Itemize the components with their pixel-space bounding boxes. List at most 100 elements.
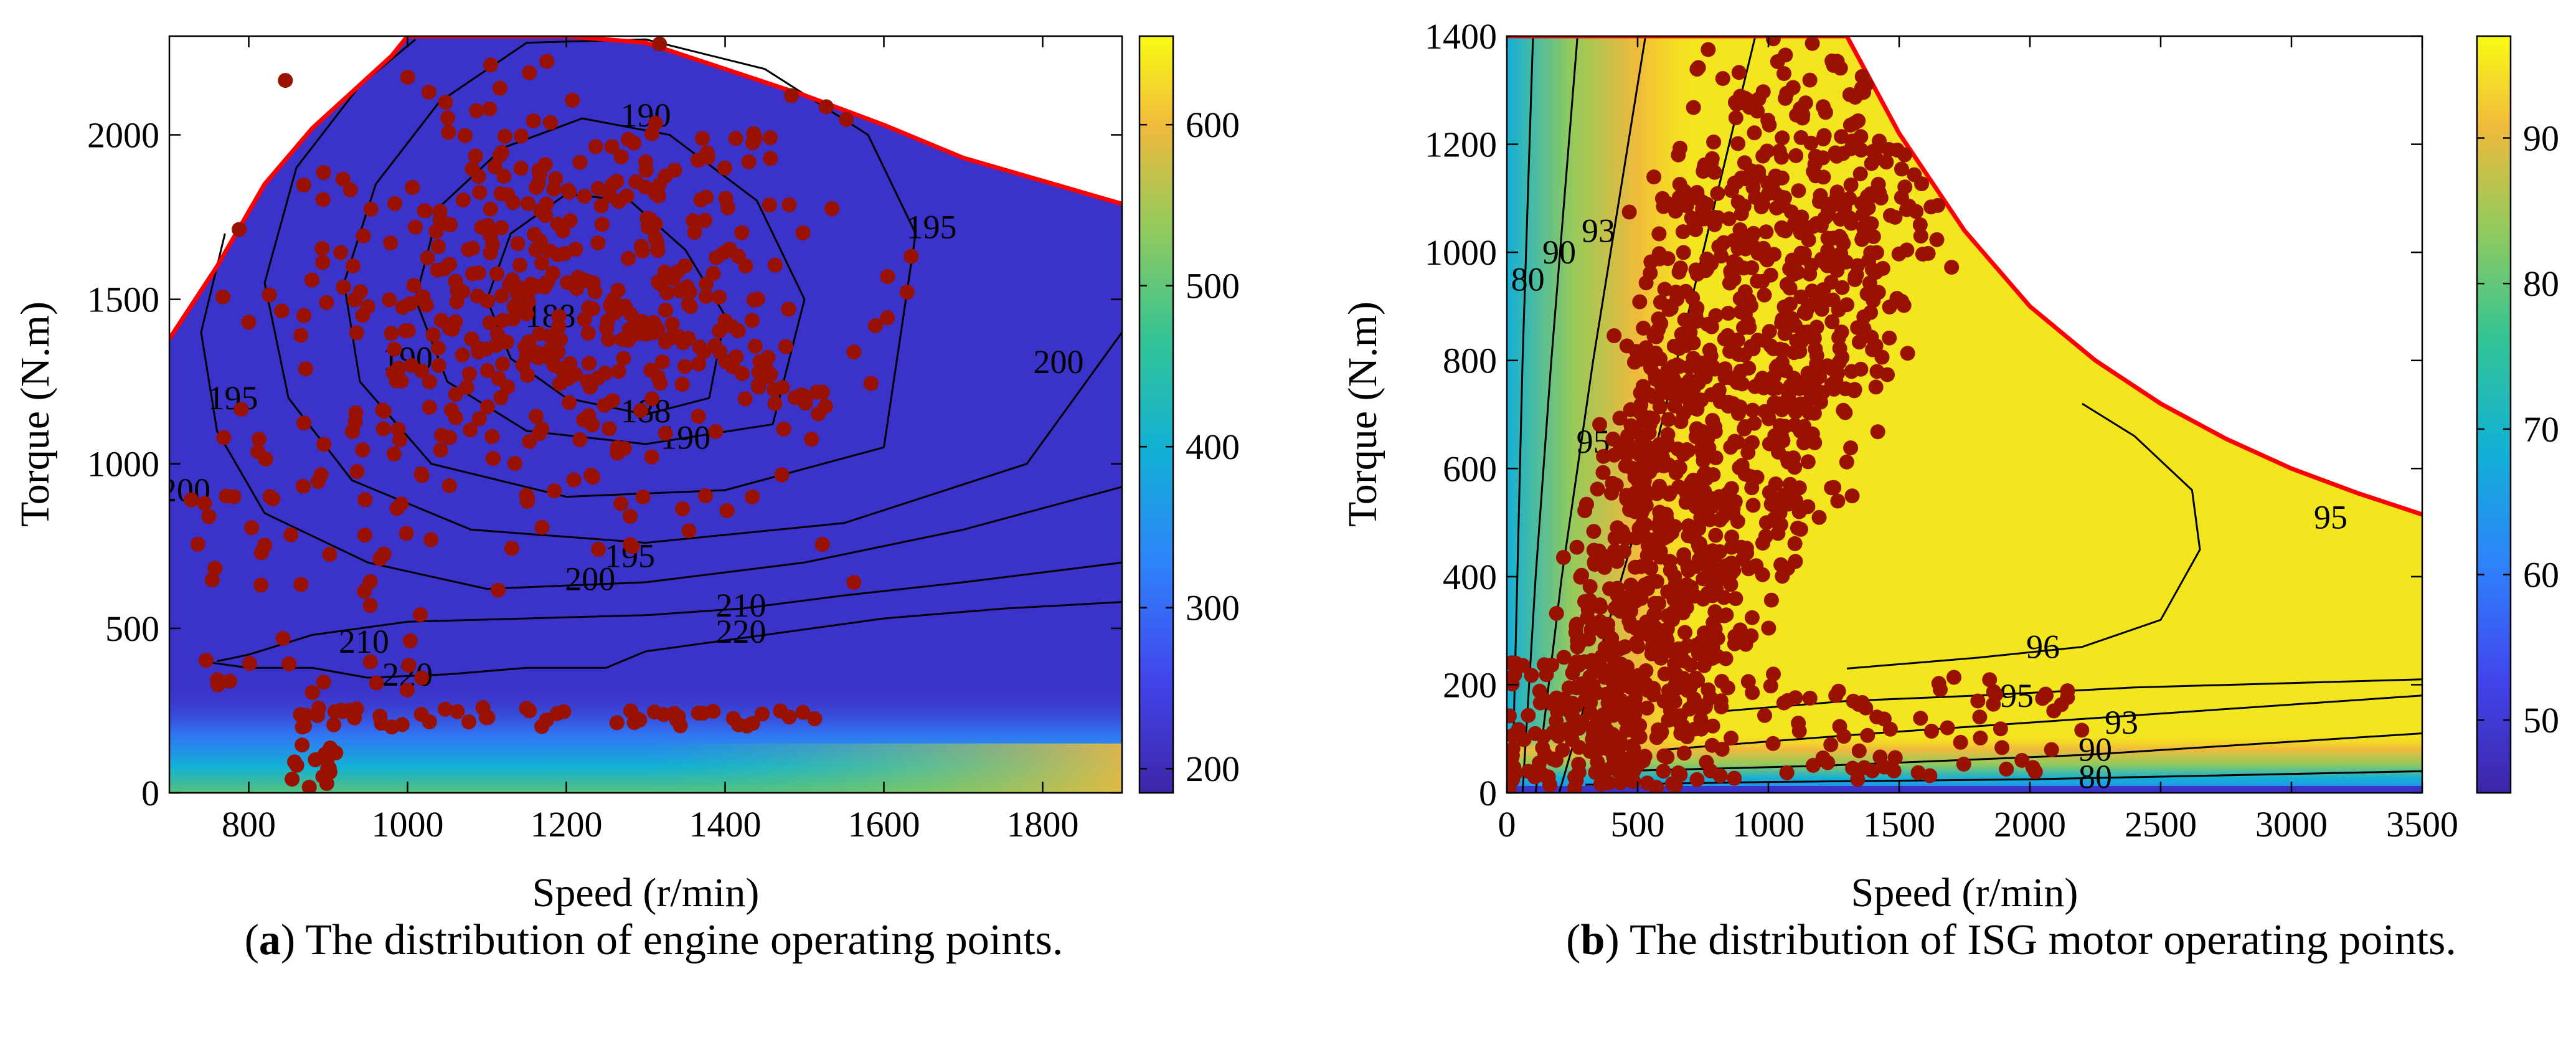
scatter-point bbox=[1534, 767, 1549, 782]
colorbar bbox=[2476, 35, 2512, 794]
scatter-point bbox=[566, 472, 582, 488]
scatter-point bbox=[775, 380, 790, 395]
scatter-point bbox=[413, 466, 429, 481]
x-tick-label: 1000 bbox=[372, 804, 444, 845]
scatter-point bbox=[643, 362, 659, 378]
scatter-point bbox=[1835, 146, 1851, 161]
scatter-point bbox=[190, 536, 205, 552]
scatter-point bbox=[1674, 326, 1689, 342]
scatter-point bbox=[297, 718, 312, 734]
contour-label: 210 bbox=[716, 587, 767, 624]
scatter-point bbox=[520, 367, 535, 383]
scatter-point bbox=[591, 542, 606, 557]
contour-line bbox=[1846, 402, 2201, 670]
scatter-point bbox=[275, 631, 291, 646]
scatter-point bbox=[691, 705, 706, 721]
scatter-point bbox=[539, 713, 554, 728]
scatter-point bbox=[1755, 84, 1771, 100]
x-axis-label: Speed (r/min) bbox=[532, 870, 760, 916]
scatter-point bbox=[531, 163, 547, 178]
scatter-point bbox=[1602, 693, 1618, 709]
scatter-point bbox=[1649, 484, 1664, 500]
scatter-point bbox=[257, 537, 273, 553]
contour-label: 93 bbox=[2105, 704, 2138, 741]
scatter-point bbox=[1858, 700, 1874, 716]
scatter-point bbox=[699, 276, 714, 291]
scatter-point bbox=[1696, 658, 1712, 673]
scatter-point bbox=[1768, 476, 1783, 491]
scatter-point bbox=[1922, 768, 1938, 784]
scatter-point bbox=[1856, 760, 1872, 775]
scatter-point bbox=[745, 135, 760, 151]
scatter-point bbox=[846, 344, 862, 360]
scatter-point bbox=[341, 703, 357, 718]
scatter-point bbox=[577, 273, 593, 288]
scatter-point bbox=[654, 354, 670, 370]
scatter-point bbox=[602, 421, 617, 437]
scatter-point bbox=[763, 151, 778, 166]
scatter-point bbox=[1912, 217, 1928, 232]
operating-points bbox=[1507, 36, 2090, 793]
scatter-point bbox=[554, 361, 569, 377]
scatter-point bbox=[1791, 480, 1807, 496]
scatter-point bbox=[623, 703, 638, 719]
scatter-point bbox=[1809, 320, 1824, 335]
scatter-point bbox=[1887, 209, 1903, 225]
scatter-point bbox=[1993, 721, 2008, 737]
scatter-point bbox=[1780, 451, 1795, 466]
scatter-point bbox=[1793, 289, 1809, 305]
scatter-point bbox=[1786, 371, 1802, 386]
scatter-point bbox=[1656, 694, 1672, 709]
scatter-point bbox=[1686, 100, 1701, 115]
scatter-point bbox=[787, 390, 803, 405]
scatter-point bbox=[1710, 648, 1725, 664]
scatter-point bbox=[1875, 261, 1890, 276]
scatter-point bbox=[1601, 735, 1616, 751]
scatter-point bbox=[1779, 765, 1795, 780]
colorbar bbox=[1138, 35, 1174, 794]
scatter-point bbox=[1760, 252, 1775, 268]
scatter-point bbox=[1674, 719, 1689, 735]
scatter-point bbox=[199, 653, 214, 668]
scatter-point bbox=[1851, 334, 1867, 350]
scatter-point bbox=[667, 163, 682, 178]
scatter-point bbox=[1673, 260, 1688, 276]
y-tick-label: 1400 bbox=[1425, 16, 1497, 57]
contour-line bbox=[1521, 36, 1578, 793]
scatter-point bbox=[1788, 148, 1804, 163]
scatter-point bbox=[287, 754, 302, 770]
scatter-point bbox=[1765, 36, 1781, 47]
scatter-point bbox=[1603, 670, 1619, 686]
scatter-point bbox=[824, 201, 840, 216]
scatter-point bbox=[1682, 491, 1697, 507]
scatter-point bbox=[1524, 668, 1539, 683]
scatter-point bbox=[522, 433, 537, 449]
scatter-point bbox=[1621, 204, 1637, 220]
scatter-point bbox=[1815, 150, 1831, 166]
scatter-point bbox=[1946, 670, 1961, 685]
scatter-point bbox=[1763, 592, 1779, 608]
scatter-point bbox=[1555, 550, 1571, 565]
scatter-point bbox=[638, 163, 654, 178]
scatter-point bbox=[1733, 364, 1748, 379]
y-tick-label: 0 bbox=[141, 773, 159, 813]
scatter-point bbox=[1811, 509, 1827, 525]
colorbar-tick-label: 70 bbox=[2523, 409, 2559, 450]
scatter-point bbox=[1676, 746, 1692, 761]
scatter-point bbox=[1690, 397, 1706, 412]
scatter-point bbox=[1728, 591, 1743, 607]
scatter-point bbox=[430, 340, 446, 356]
scatter-point bbox=[357, 528, 372, 543]
scatter-point bbox=[295, 737, 310, 753]
scatter-point bbox=[1572, 740, 1587, 755]
scatter-point bbox=[752, 354, 768, 369]
scatter-point bbox=[1628, 485, 1643, 501]
scatter-point bbox=[1567, 660, 1582, 675]
scatter-point bbox=[1636, 320, 1651, 336]
scatter-point bbox=[345, 258, 361, 273]
scatter-point bbox=[734, 366, 750, 381]
y-axis-label: Torque (N.m) bbox=[1340, 301, 1385, 527]
scatter-point bbox=[232, 222, 247, 237]
scatter-point bbox=[1731, 65, 1747, 80]
